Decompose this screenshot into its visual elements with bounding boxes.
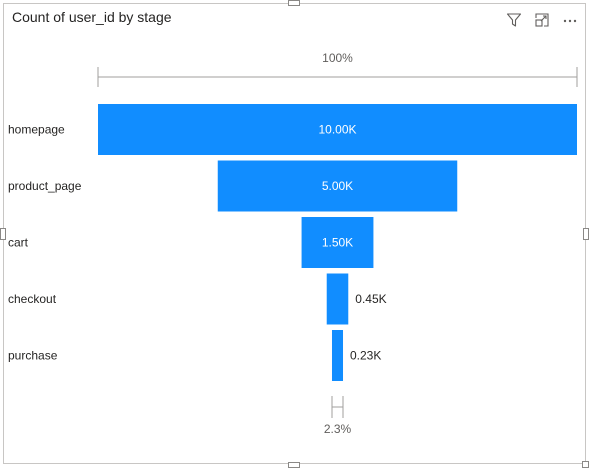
category-label-homepage: homepage xyxy=(8,123,65,137)
more-options-icon[interactable] xyxy=(561,11,579,29)
data-label-checkout: 0.45K xyxy=(355,292,386,306)
resize-handle-bottom[interactable] xyxy=(288,462,300,468)
resize-handle-right[interactable] xyxy=(583,228,589,240)
data-label-cart: 1.50K xyxy=(322,236,353,250)
category-label-cart: cart xyxy=(8,236,29,250)
funnel-bars: homepage 10.00K product_page 5.00K cart 1.50K… xyxy=(8,104,577,381)
visual-title: Count of user_id by stage xyxy=(12,9,172,25)
data-label-homepage: 10.00K xyxy=(318,123,356,137)
focus-mode-icon[interactable] xyxy=(533,11,551,29)
bottom-percent-label: 2.3% xyxy=(324,422,352,436)
funnel-bar-purchase[interactable] xyxy=(331,330,344,381)
funnel-bar-cart[interactable] xyxy=(301,217,374,268)
visual-header xyxy=(505,10,579,30)
resize-handle-left[interactable] xyxy=(0,228,6,240)
data-label-purchase: 0.23K xyxy=(350,349,381,363)
funnel-bar-homepage[interactable] xyxy=(98,104,577,155)
top-percent-label: 100% xyxy=(322,51,353,65)
category-label-checkout: checkout xyxy=(8,292,57,306)
top-percent-bracket: 100% xyxy=(97,51,578,87)
funnel-bar-product-page[interactable] xyxy=(217,160,458,212)
funnel-visual[interactable]: Count of user_id by stage xyxy=(3,3,586,464)
resize-handle-corner[interactable] xyxy=(582,461,589,468)
category-label-product-page: product_page xyxy=(8,179,82,193)
funnel-bar-checkout[interactable] xyxy=(326,273,349,325)
bottom-percent-bracket: 2.3% xyxy=(324,396,352,436)
resize-handle-top[interactable] xyxy=(288,0,300,6)
filter-icon[interactable] xyxy=(505,11,523,29)
data-label-product-page: 5.00K xyxy=(322,179,353,193)
category-label-purchase: purchase xyxy=(8,349,58,363)
